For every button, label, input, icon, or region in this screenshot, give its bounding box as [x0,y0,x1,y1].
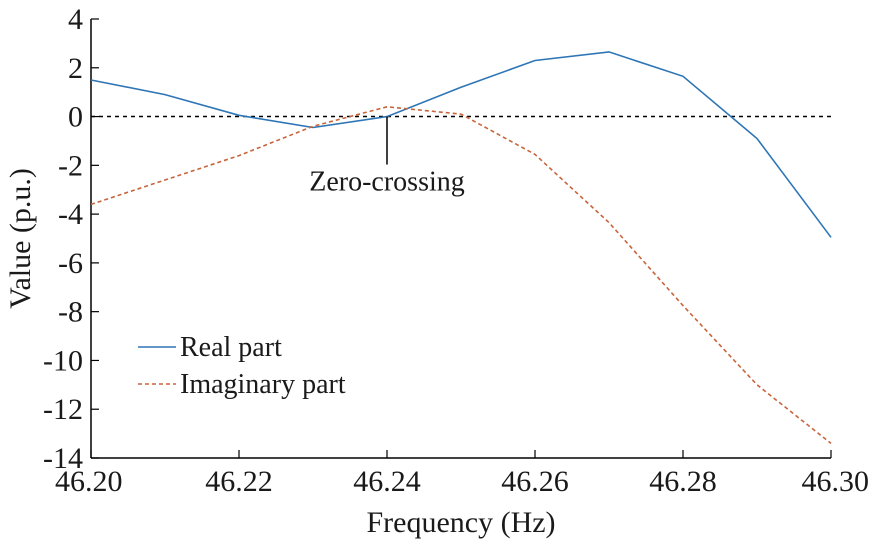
y-tick-label: -6 [58,247,83,280]
legend: Real part Imaginary part [138,332,346,400]
y-tick-label: -12 [43,393,83,426]
x-tick-label: 46.24 [353,465,421,498]
y-tick-label: -4 [58,198,83,231]
y-axis-title: Value (p.u.) [4,168,37,309]
series-layer [90,51,832,445]
imaginary-part-line [90,105,832,445]
y-tick-label: 0 [68,101,83,134]
x-tick-label: 46.28 [649,465,717,498]
legend-label-imaginary: Imaginary part [180,369,346,400]
y-tick-label: 2 [68,52,83,85]
y-tick-label: 4 [68,3,83,36]
y-tick-label: -8 [58,296,83,329]
y-tick-label: -2 [58,149,83,182]
x-tick-label: 46.26 [501,465,569,498]
x-tick-label: 46.20 [55,465,123,498]
annotation-layer: Zero-crossing [309,116,465,198]
y-tick-label: -10 [43,344,83,377]
legend-label-real: Real part [180,332,282,363]
zero-crossing-label: Zero-crossing [309,167,465,198]
x-axis-title: Frequency (Hz) [366,506,555,539]
x-tick-label: 46.30 [802,465,870,498]
real-part-line [90,51,832,238]
x-tick-label: 46.22 [205,465,273,498]
y-tick-label: -14 [43,442,83,475]
